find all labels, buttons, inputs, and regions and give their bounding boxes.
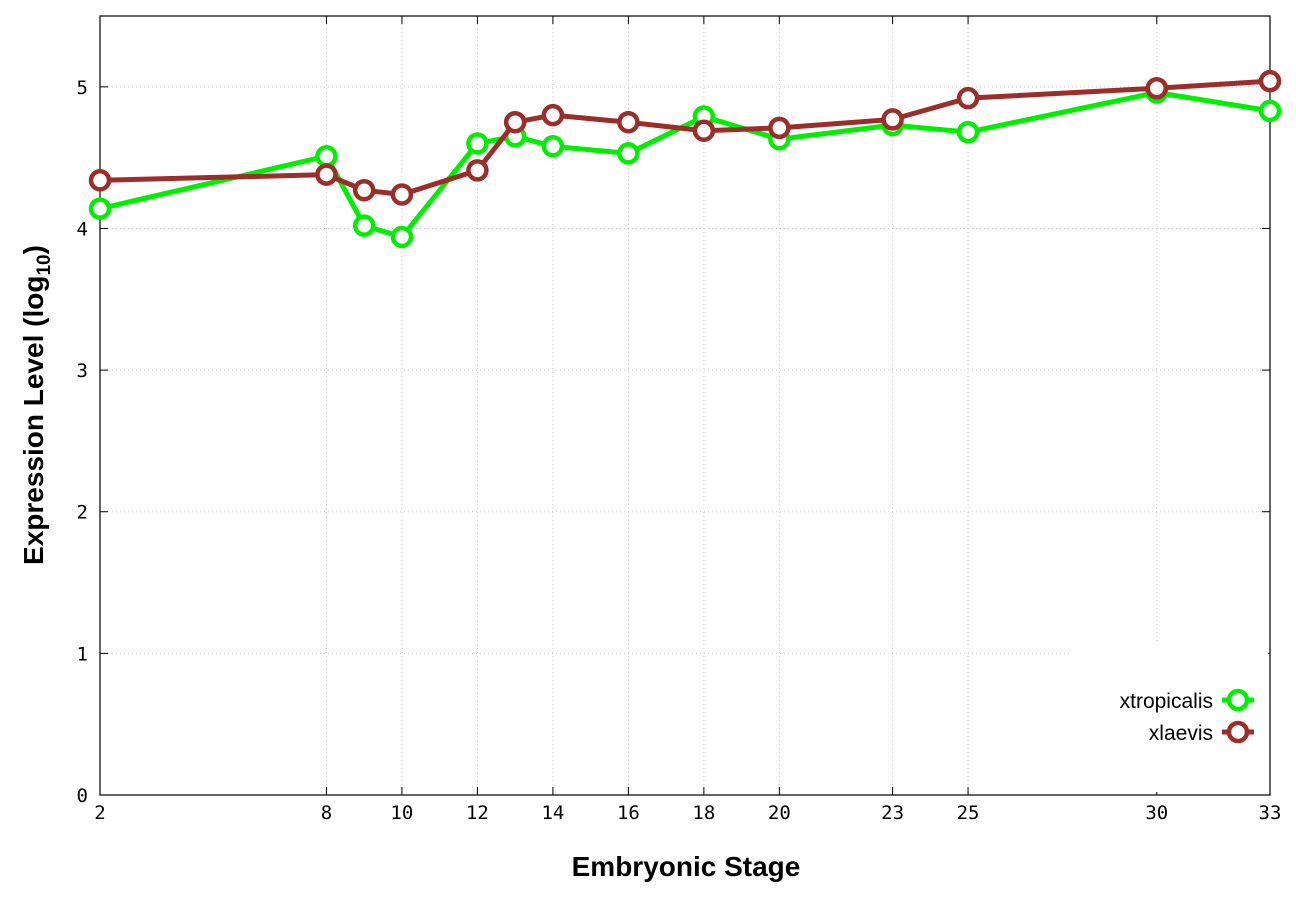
x-tick-label: 2 — [94, 802, 105, 824]
series-xtropicalis — [88, 81, 1282, 249]
series-xlaevis — [88, 69, 1282, 206]
y-tick-label: 0 — [77, 785, 88, 807]
x-tick-label: 30 — [1145, 802, 1168, 824]
data-point — [881, 108, 904, 131]
data-point — [88, 169, 112, 192]
data-point — [541, 103, 565, 127]
legend-marker — [1226, 688, 1250, 712]
data-point — [352, 214, 376, 237]
y-tick-label: 1 — [77, 643, 88, 665]
grid-lines — [100, 16, 1270, 795]
y-tick-label: 5 — [77, 77, 88, 99]
x-tick-label: 16 — [617, 802, 640, 824]
x-tick-label: 25 — [957, 802, 980, 824]
data-point — [315, 144, 338, 168]
legend-label: xtropicalis — [1120, 690, 1213, 713]
series-line — [99, 78, 1271, 197]
data-point — [617, 110, 640, 134]
x-tick-label: 10 — [390, 802, 413, 824]
data-point — [390, 225, 414, 249]
y-tick-label: 4 — [77, 218, 88, 240]
y-tick-label: 2 — [77, 502, 88, 524]
legend-label: xlaevis — [1149, 722, 1213, 745]
data-point — [956, 120, 980, 144]
plot-area-border — [99, 15, 1271, 796]
data-point — [1258, 99, 1282, 123]
data-point — [466, 159, 489, 182]
data-point — [1145, 76, 1169, 100]
series-line — [99, 89, 1271, 240]
data-point — [768, 116, 791, 140]
x-tick-label: 12 — [466, 802, 489, 824]
data-point — [88, 197, 112, 220]
y-tick-label: 3 — [77, 360, 88, 382]
y-axis-title: Expression Level (log10) — [18, 245, 55, 565]
y-axis-title-subscript: 10 — [34, 254, 55, 275]
data-point — [390, 183, 414, 206]
x-tick-label: 33 — [1259, 802, 1282, 824]
y-axis-title-main: Expression Level (log — [18, 276, 49, 565]
x-axis-title: Embryonic Stage — [572, 851, 801, 882]
legend-background — [1072, 642, 1268, 792]
data-point — [617, 142, 640, 165]
legend-marker — [1226, 720, 1250, 744]
data-point — [692, 119, 716, 142]
y-axis-title-close: ) — [18, 245, 49, 254]
x-tick-label: 14 — [541, 802, 564, 824]
x-tick-label: 8 — [321, 802, 332, 824]
x-tick-label: 23 — [881, 802, 904, 824]
data-point — [315, 163, 338, 186]
data-point — [466, 132, 489, 155]
data-point — [956, 86, 980, 110]
legend: xtropicalis xlaevis — [1072, 642, 1268, 792]
data-point — [1258, 69, 1282, 93]
data-point — [503, 110, 527, 134]
series-layer — [88, 69, 1282, 249]
data-point — [352, 178, 376, 202]
data-point — [541, 135, 565, 158]
x-tick-label: 18 — [692, 802, 715, 824]
x-tick-label: 20 — [768, 802, 791, 824]
